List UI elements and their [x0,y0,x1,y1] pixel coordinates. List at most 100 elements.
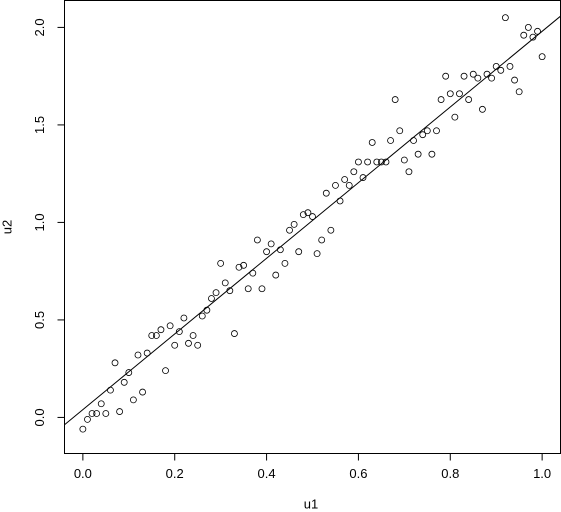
point [97,400,105,408]
x-axis-label: u1 [304,496,318,511]
y-axis-label: u2 [0,220,14,234]
point [208,295,215,302]
point [253,236,261,244]
point [474,74,482,82]
point [451,113,459,121]
x-tick-label: 0.6 [349,466,367,481]
point [79,425,87,433]
point [116,408,124,415]
point [84,415,91,423]
point [377,158,385,166]
point [93,410,101,417]
y-tick-label: 1.0 [32,213,47,231]
point [428,150,436,158]
point [520,31,528,39]
point [286,226,293,234]
point [373,158,381,166]
point [180,314,188,322]
point [295,248,303,256]
point [290,220,298,228]
point [446,90,454,98]
point [524,24,532,31]
point [212,289,220,297]
point [102,410,110,417]
point [387,137,394,144]
point [488,74,496,82]
point [332,181,339,189]
point [194,341,202,349]
point [240,261,248,269]
point [497,66,505,74]
point [368,139,376,146]
point [111,359,119,367]
point [217,259,225,267]
point [185,339,192,347]
point [511,76,518,84]
point [309,213,316,220]
point [235,263,243,271]
point [419,131,427,139]
point [221,279,229,287]
fit-line [64,15,561,426]
y-tick-label: 0.5 [32,311,47,329]
x-tick-label: 0.2 [166,466,184,481]
point [469,70,477,78]
point [267,240,275,248]
point [405,168,413,176]
point [189,332,197,339]
x-tick-label: 0.0 [74,466,92,481]
point [479,105,486,113]
point [396,127,404,135]
y-tick-label: 0.0 [32,408,47,426]
point [506,63,514,70]
x-tick-label: 0.8 [441,466,459,481]
point [529,33,537,41]
point [171,341,179,349]
point [345,181,353,189]
point [456,90,463,98]
point [166,322,174,330]
point [148,332,156,339]
point [152,332,160,339]
point [501,14,509,22]
point [318,236,326,244]
x-tick-label: 1.0 [533,466,551,481]
plot-box [64,0,561,454]
point [355,158,362,166]
point [88,410,96,417]
point [139,388,146,396]
point [515,88,523,96]
point [125,369,133,376]
point [299,211,307,219]
point [134,351,142,359]
point [175,328,183,336]
point [120,378,128,386]
point [364,158,372,166]
point [198,312,206,320]
y-tick-label: 2.0 [32,18,47,36]
point [272,271,280,279]
point [423,127,431,135]
point [263,248,270,256]
point [313,250,321,258]
point [327,226,335,234]
point [231,330,238,337]
y-tick-label: 1.5 [32,116,47,134]
point [350,168,358,176]
point [322,189,330,197]
point [129,396,137,404]
point [437,96,445,103]
point [460,72,468,80]
point [400,156,408,164]
point [433,127,440,135]
point [359,174,367,181]
point [391,96,399,103]
point [276,246,284,254]
point [244,285,252,293]
point [162,367,169,375]
point [465,96,473,103]
point [304,209,312,217]
x-tick-label: 0.4 [258,466,276,481]
point [534,27,541,35]
